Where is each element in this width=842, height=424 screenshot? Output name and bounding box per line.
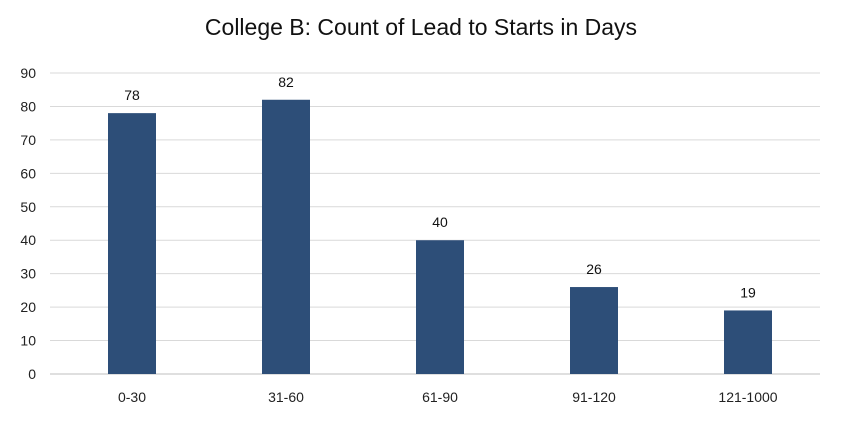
y-tick-label-80: 80 bbox=[20, 98, 36, 114]
data-label-0-30: 78 bbox=[124, 87, 140, 103]
y-tick-label-70: 70 bbox=[20, 132, 36, 148]
y-tick-label-20: 20 bbox=[20, 299, 36, 315]
y-tick-label-60: 60 bbox=[20, 165, 36, 181]
data-label-121-1000: 19 bbox=[740, 284, 756, 300]
x-tick-label-31-60: 31-60 bbox=[268, 389, 304, 405]
y-tick-label-0: 0 bbox=[28, 366, 36, 382]
bar-91-120 bbox=[570, 287, 618, 374]
x-tick-label-0-30: 0-30 bbox=[118, 389, 146, 405]
bar-61-90 bbox=[416, 240, 464, 374]
y-tick-label-40: 40 bbox=[20, 232, 36, 248]
data-label-31-60: 82 bbox=[278, 74, 294, 90]
y-tick-label-10: 10 bbox=[20, 333, 36, 349]
y-tick-label-30: 30 bbox=[20, 266, 36, 282]
chart-title: College B: Count of Lead to Starts in Da… bbox=[204, 14, 638, 40]
bar-0-30 bbox=[108, 113, 156, 374]
y-tick-label-90: 90 bbox=[20, 65, 36, 81]
bar-31-60 bbox=[262, 99, 310, 374]
data-label-61-90: 40 bbox=[432, 214, 448, 230]
x-tick-label-61-90: 61-90 bbox=[422, 389, 458, 405]
bar-121-1000 bbox=[724, 310, 772, 374]
y-tick-label-50: 50 bbox=[20, 199, 36, 215]
x-tick-label-121-1000: 121-1000 bbox=[718, 389, 777, 405]
data-label-91-120: 26 bbox=[586, 261, 602, 277]
x-tick-label-91-120: 91-120 bbox=[572, 389, 616, 405]
